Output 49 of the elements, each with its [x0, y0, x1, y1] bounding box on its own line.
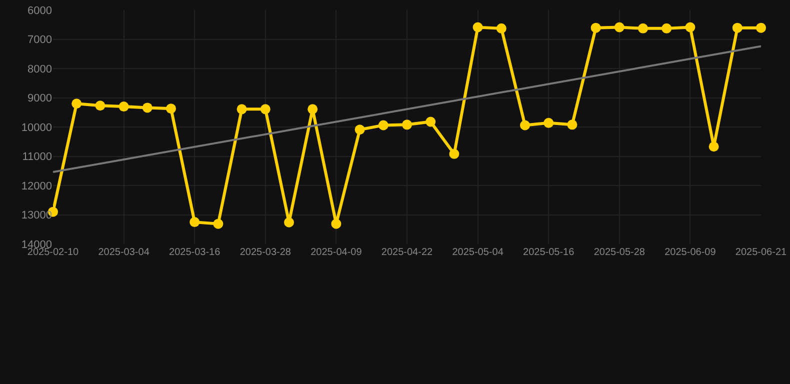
point [544, 118, 554, 128]
x-tick-label: 2025-05-04 [452, 247, 504, 258]
x-tick-label: 2025-04-22 [381, 247, 434, 258]
y-tick-label: 8000 [28, 63, 52, 76]
point [284, 217, 294, 228]
point [496, 23, 506, 34]
x-tick-label: 2025-06-09 [664, 247, 716, 258]
y-tick-label: 10000 [21, 122, 52, 134]
point [590, 22, 601, 33]
point [142, 102, 152, 113]
point [402, 120, 412, 130]
point [72, 98, 82, 109]
point [190, 217, 200, 228]
point [732, 22, 742, 33]
point [308, 104, 318, 114]
point [118, 102, 129, 112]
point [638, 23, 648, 34]
x-tick-label: 2025-03-28 [240, 247, 292, 258]
x-tick-label: 2025-03-16 [169, 247, 221, 258]
point [472, 22, 483, 32]
point [260, 104, 270, 114]
x-tick-label: 2025-02-10 [27, 247, 80, 258]
x-tick-label: 2025-04-09 [310, 247, 362, 258]
x-tick-label: 2025-03-04 [98, 247, 150, 258]
point [378, 120, 388, 130]
point [685, 22, 696, 32]
point [520, 120, 530, 130]
y-tick-label: 13000 [21, 210, 52, 222]
point [756, 22, 766, 33]
point [95, 100, 106, 111]
x-tick-label: 2025-05-28 [594, 247, 646, 258]
point [331, 218, 342, 229]
point [708, 142, 719, 152]
point [567, 120, 578, 130]
point [213, 218, 224, 229]
y-tick-label: 9000 [28, 92, 52, 105]
y-tick-label: 6000 [28, 4, 52, 17]
point [449, 148, 460, 159]
point [662, 23, 672, 34]
point [166, 104, 176, 114]
y-tick-label: 12000 [21, 180, 52, 192]
x-tick-label: 2025-06-21 [735, 247, 788, 258]
point [354, 124, 365, 135]
y-tick-label: 7000 [28, 34, 52, 46]
x-tick-label: 2025-05-16 [523, 247, 575, 258]
point [426, 116, 436, 127]
point [614, 22, 624, 32]
point [236, 104, 247, 114]
y-tick-label: 11000 [22, 151, 52, 164]
